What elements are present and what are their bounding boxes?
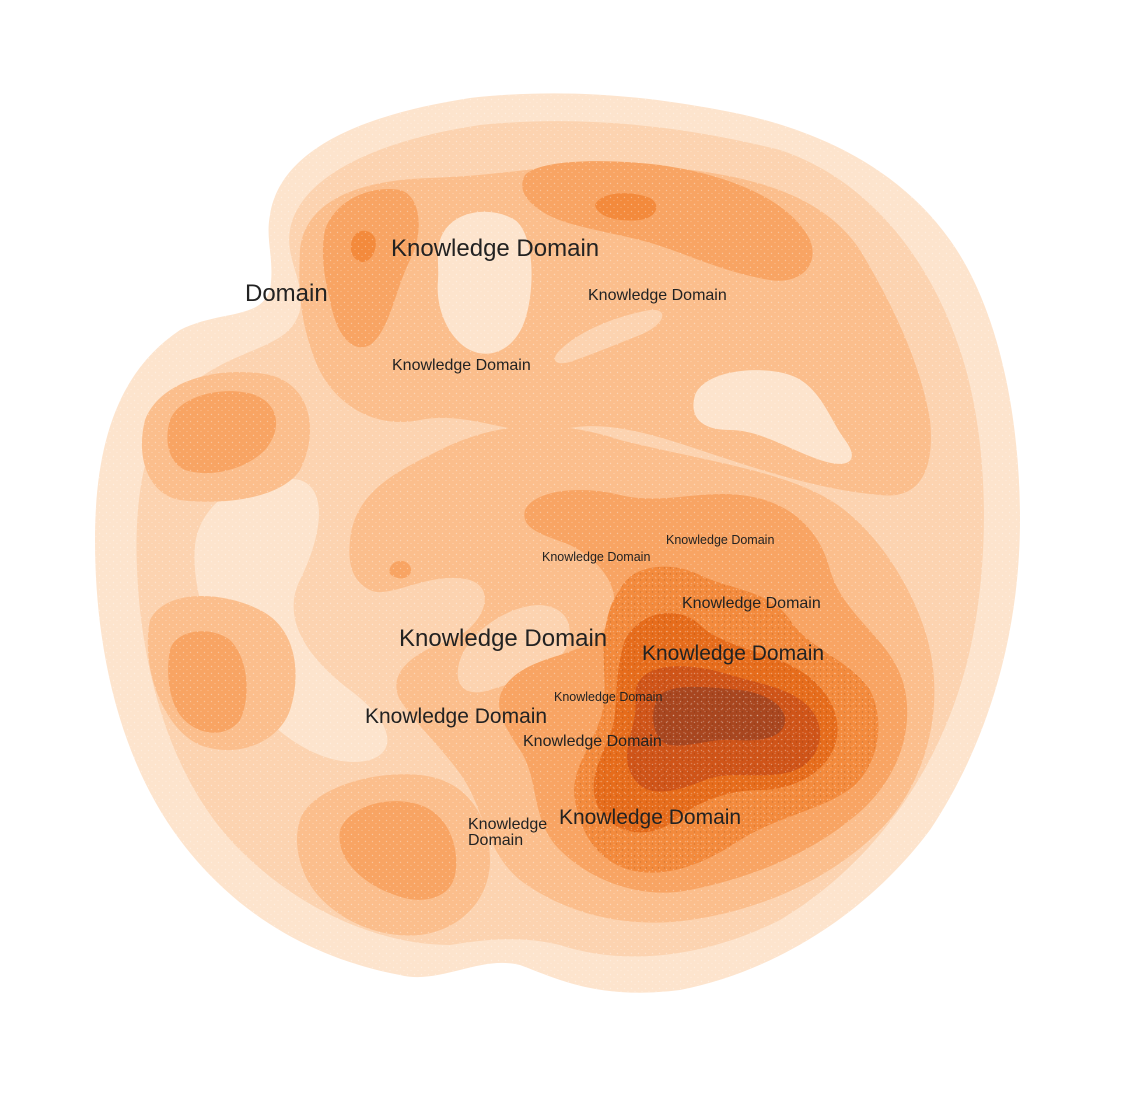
map-label: Knowledge Domain [391,235,599,262]
map-label: Knowledge Domain [588,287,727,304]
map-label: Knowledge [468,816,547,833]
map-label: Knowledge Domain [523,733,662,750]
map-label: Knowledge Domain [542,550,650,564]
map-labels: Domain Knowledge Domain Knowledge Domain… [245,235,824,849]
map-label: Domain [245,280,328,307]
stipple-overlay [95,93,1020,993]
stipple-overlay-core [574,566,879,873]
map-label: Knowledge Domain [642,642,824,665]
map-label: Knowledge Domain [554,690,662,704]
map-label: Knowledge Domain [392,357,531,374]
map-label: Knowledge Domain [399,625,607,652]
map-label: Knowledge Domain [666,533,774,547]
map-label: Knowledge Domain [559,806,741,829]
map-label: Domain [468,832,523,849]
map-label: Knowledge Domain [682,595,821,612]
map-label: Knowledge Domain [365,705,547,728]
